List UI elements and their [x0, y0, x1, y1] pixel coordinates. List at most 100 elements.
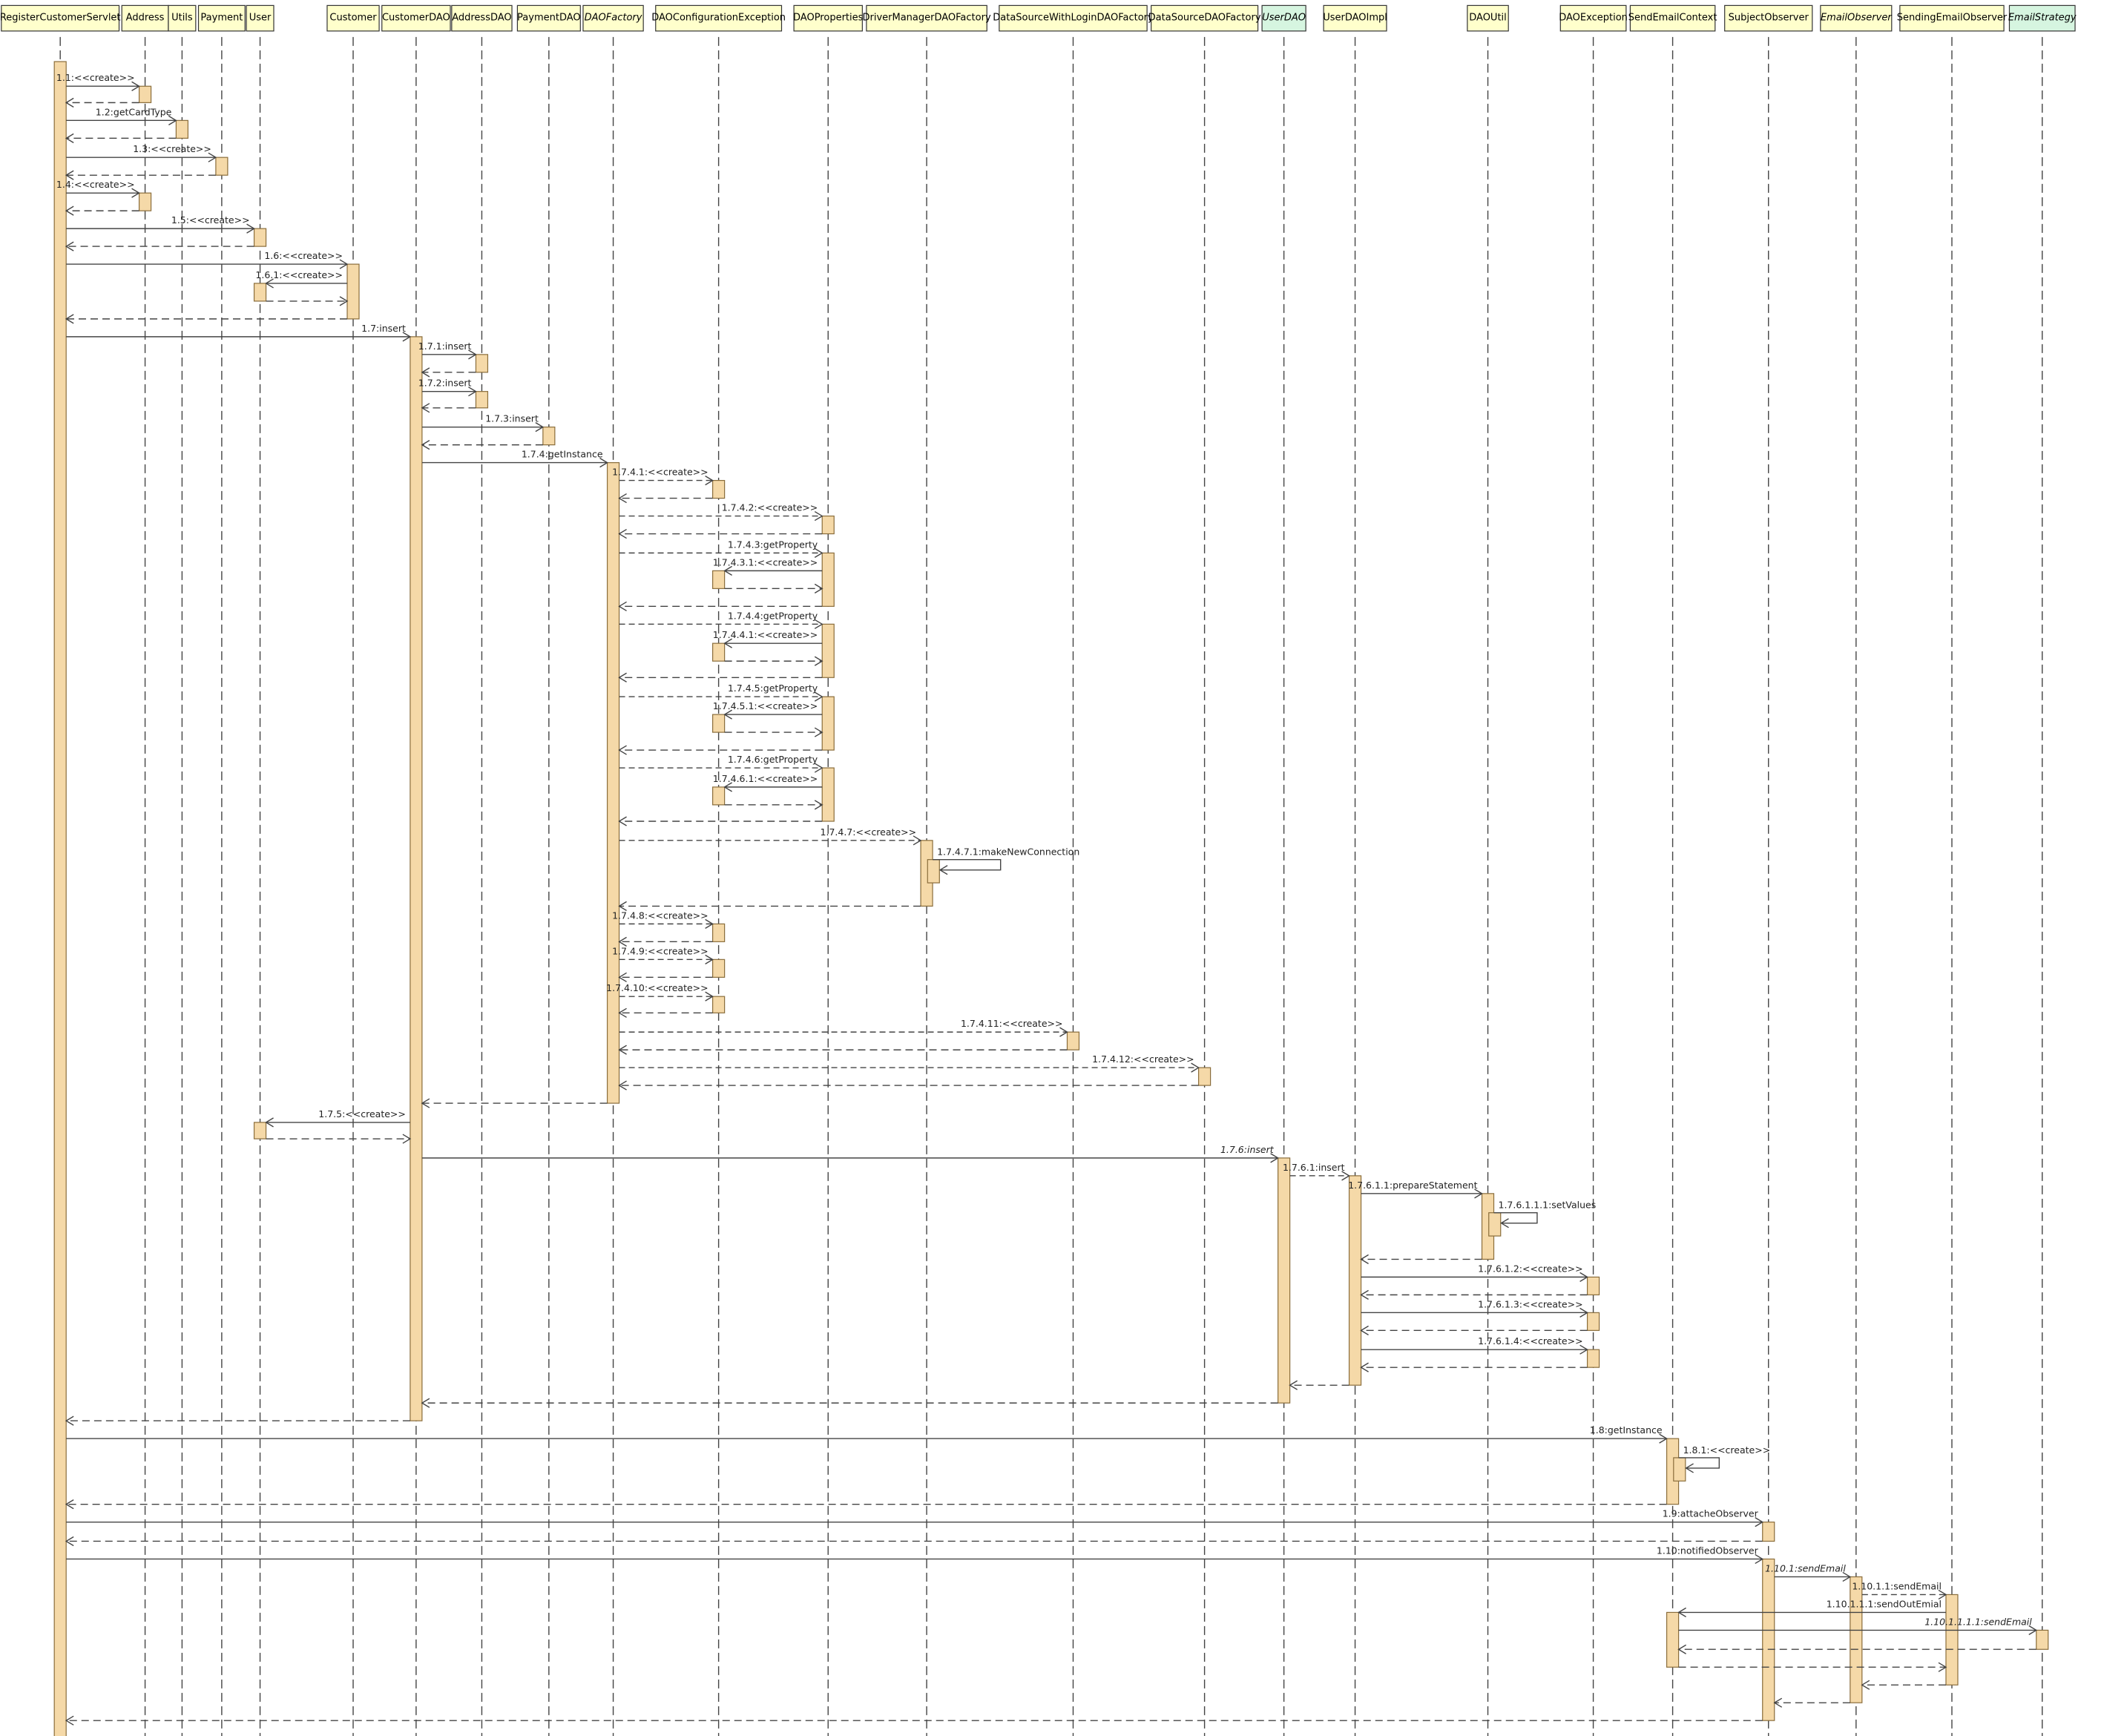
- arrow-head: [618, 936, 627, 947]
- arrow-head: [1659, 1433, 1668, 1444]
- arrow-head: [814, 548, 823, 558]
- activation-bar: [1945, 1594, 1959, 1686]
- arrow-head: [705, 475, 714, 486]
- arrow-head: [421, 403, 430, 413]
- message-label: 1.7:insert: [361, 323, 406, 334]
- message-15: 1.7.4.3.1:<<create>>: [713, 556, 823, 594]
- message-2: 1.3:<<create>>: [65, 143, 217, 180]
- message-29: 1.7.5:<<create>>: [265, 1108, 412, 1144]
- arrow-head: [618, 601, 627, 611]
- message-28: 1.7.4.12:<<create>>: [618, 1053, 1200, 1091]
- arrow-head: [1341, 1171, 1350, 1181]
- message-label: 1.7.6.1.1:prepareStatement: [1348, 1180, 1477, 1191]
- participant-eobs: EmailObserver: [1820, 4, 1893, 32]
- message-5: 1.6:<<create>>: [65, 250, 349, 324]
- activation-bar: [215, 157, 229, 176]
- message-40: 1.10:notifiedObserver: [65, 1545, 1764, 1726]
- participant-dmdf: DriverManagerDAOFactory: [862, 4, 991, 32]
- participant-rcs: RegisterCustomerServlet: [0, 4, 121, 32]
- activation-bar: [712, 996, 726, 1013]
- activation-bar: [712, 959, 726, 978]
- message-label: 1.10.1.1.1:sendOutEmial: [1827, 1598, 1942, 1609]
- message-10: 1.7.3:insert: [421, 413, 545, 450]
- participant-box: [1261, 4, 1306, 32]
- arrow-head: [814, 691, 823, 702]
- self-call-line: [933, 858, 1002, 871]
- message-35: 1.7.6.1.3:<<create>>: [1360, 1298, 1588, 1335]
- activation-bar: [1762, 1558, 1775, 1721]
- participant-name: SendingEmailObserver: [1897, 12, 2008, 23]
- message-label: 1.7.4.7:<<create>>: [821, 826, 917, 838]
- participant-box: [2008, 4, 2076, 32]
- arrow-head: [1938, 1589, 1947, 1600]
- message-34: 1.7.6.1.2:<<create>>: [1360, 1263, 1588, 1300]
- participant-headers: RegisterCustomerServlet Address Utils Payme…: [0, 4, 2077, 32]
- arrow-head: [65, 1536, 74, 1547]
- message-label: 1.7.6:insert: [1220, 1144, 1275, 1155]
- participant-box: [1820, 4, 1893, 32]
- activation-bar: [475, 391, 489, 409]
- message-37: 1.8:getInstance: [65, 1424, 1668, 1510]
- participant-name: DAOUtil: [1469, 12, 1507, 23]
- participant-box: [197, 4, 246, 32]
- self-call-line: [1678, 1457, 1720, 1469]
- message-label: 1.7.4.3.1:<<create>>: [713, 556, 818, 568]
- participant-box: [655, 4, 783, 32]
- activation-bar: [175, 119, 188, 139]
- participant-box: [1899, 4, 2005, 32]
- activation-bar: [253, 228, 267, 247]
- message-41: 1.10.1:sendEmail: [1765, 1562, 1852, 1708]
- activation-bar: [712, 642, 726, 662]
- message-label: 1.2:getCardType: [96, 106, 172, 117]
- message-42: 1.10.1.1:sendEmail: [1852, 1580, 1947, 1690]
- participant-box: [999, 4, 1148, 32]
- participant-utils: Utils: [168, 4, 197, 32]
- message-32: 1.7.6.1.1:prepareStatement: [1348, 1180, 1483, 1265]
- activation-bar: [410, 336, 423, 1421]
- participant-box: [516, 4, 581, 32]
- message-22: 1.7.4.7:<<create>>: [618, 826, 922, 911]
- participant-name: SendEmailContext: [1628, 12, 1717, 23]
- participant-seobs: SendingEmailObserver: [1897, 4, 2008, 32]
- participant-box: [246, 4, 274, 32]
- message-12: 1.7.4.1:<<create>>: [612, 467, 714, 504]
- activation-bar: [1488, 1212, 1502, 1237]
- message-17: 1.7.4.4.1:<<create>>: [713, 629, 823, 666]
- participant-box: [326, 4, 380, 32]
- message-label: 1.3:<<create>>: [133, 143, 211, 154]
- message-label: 1.7.6.1:insert: [1283, 1162, 1345, 1173]
- participant-adao: AddressDAO: [451, 4, 513, 32]
- message-label: 1.7.1:insert: [418, 341, 472, 352]
- arrow-head: [599, 458, 608, 468]
- message-label: 1.7.4.4.1:<<create>>: [713, 629, 818, 640]
- participant-sobs: SubjectObserver: [1724, 4, 1813, 32]
- participant-dprop: DAOProperties: [793, 4, 864, 32]
- message-label: 1.1:<<create>>: [56, 72, 135, 83]
- message-label: 1.7.4.10:<<create>>: [606, 982, 708, 993]
- message-24: 1.7.4.8:<<create>>: [612, 910, 714, 947]
- activation-bar: [712, 479, 726, 499]
- arrow-head: [1579, 1307, 1588, 1318]
- arrow-head: [618, 1045, 627, 1055]
- participant-dexc: DAOException: [1559, 4, 1628, 32]
- message-43: 1.10.1.1.1:sendOutEmial: [1677, 1598, 1947, 1672]
- arrow-head: [705, 918, 714, 929]
- message-label: 1.7.4.2:<<create>>: [722, 502, 818, 513]
- message-label: 1.5:<<create>>: [171, 214, 250, 226]
- activation-bar: [542, 427, 556, 446]
- message-31: 1.7.6.1:insert: [1283, 1162, 1350, 1390]
- arrow-head: [705, 954, 714, 964]
- participant-name: PaymentDAO: [517, 12, 581, 23]
- arrow-head: [618, 745, 627, 755]
- participant-cdao: CustomerDAO: [381, 4, 451, 32]
- message-6: 1.6.1:<<create>>: [255, 269, 349, 306]
- message-label: 1.7.3:insert: [485, 413, 539, 424]
- message-label: 1.7.6.1.4:<<create>>: [1478, 1335, 1582, 1347]
- participant-box: [582, 4, 644, 32]
- participant-name: AddressDAO: [452, 12, 511, 23]
- message-label: 1.6:<<create>>: [264, 250, 343, 261]
- arrow-head: [1755, 1553, 1764, 1565]
- arrow-head: [618, 972, 627, 982]
- message-23: 1.7.4.7.1:makeNewConnection: [933, 846, 1079, 875]
